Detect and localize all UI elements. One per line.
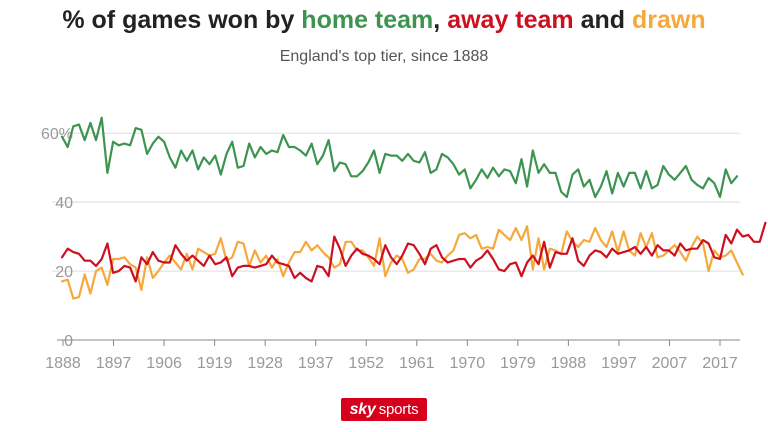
- y-tick-label: 20: [55, 264, 73, 281]
- series-lines: [60, 116, 767, 300]
- chart-subtitle: England's top tier, since 1888: [279, 48, 489, 65]
- x-tick-label: 1888: [45, 355, 81, 372]
- gridlines: [52, 132, 740, 272]
- y-tick-label: 40: [55, 195, 73, 212]
- title-separator-and: and: [573, 6, 632, 34]
- series-line-home-team: [60, 116, 739, 199]
- y-tick-label: 0: [64, 333, 73, 350]
- x-tick-label: 1919: [197, 355, 233, 372]
- sky-sports-logo: sky sports: [341, 398, 427, 421]
- title-drawn: drawn: [632, 6, 706, 34]
- x-tick-label: 1970: [450, 355, 486, 372]
- x-tick-label: 1928: [247, 355, 283, 372]
- title-prefix: % of games won by: [62, 6, 302, 34]
- y-tick-label: 60%: [41, 126, 73, 143]
- series-line-away-team: [60, 221, 767, 283]
- x-tick-label: 1897: [96, 355, 132, 372]
- x-tick-label: 1961: [399, 355, 435, 372]
- chart-title: % of games won by home team, away team a…: [0, 6, 768, 35]
- title-away-team: away team: [447, 6, 574, 34]
- x-tick-label: 1906: [146, 355, 182, 372]
- x-tick-label: 2007: [652, 355, 688, 372]
- title-separator-comma: ,: [433, 6, 448, 34]
- x-tick-label: 1937: [298, 355, 334, 372]
- x-tick-label: 2017: [702, 355, 738, 372]
- x-tick-label: 1997: [601, 355, 637, 372]
- x-tick-label: 1979: [500, 355, 536, 372]
- axes: 0 20 40 60% 1888 1897 1906 1919 1928 1937 1952 1961…: [41, 126, 740, 372]
- x-tick-label: 1952: [348, 355, 384, 372]
- logo-sky-text: sky: [349, 400, 376, 418]
- x-tick-label: 1988: [551, 355, 587, 372]
- title-home-team: home team: [301, 6, 434, 34]
- logo-sports-text: sports: [378, 401, 419, 418]
